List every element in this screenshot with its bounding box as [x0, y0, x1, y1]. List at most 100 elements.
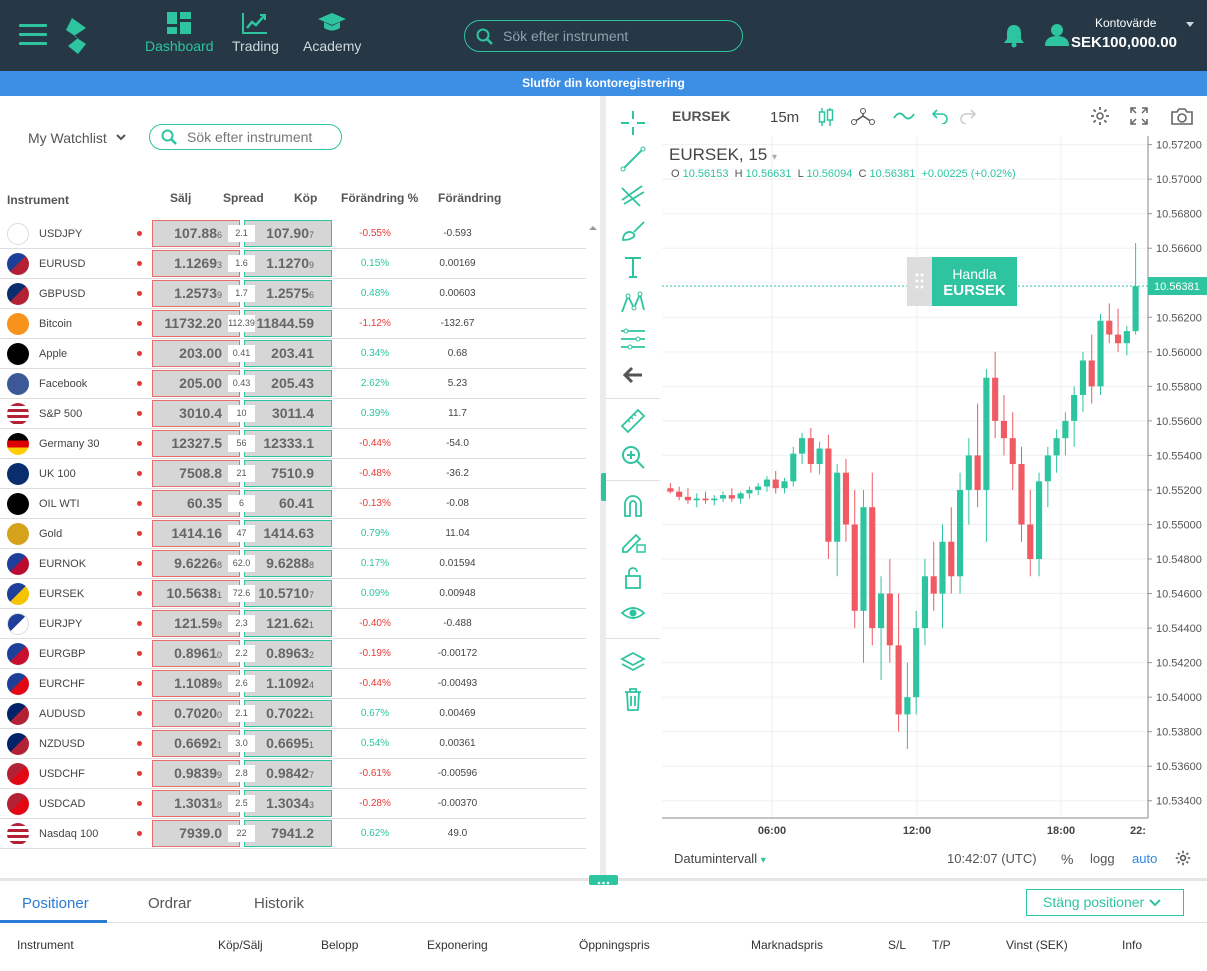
instrument-name[interactable]: UK 100 — [39, 468, 76, 480]
buy-price-button[interactable]: 1.12709 — [244, 250, 332, 277]
registration-banner[interactable]: Slutför din kontoregistrering — [0, 71, 1207, 96]
hamburger-menu-icon[interactable] — [19, 24, 47, 46]
buy-price-button[interactable]: 1414.63 — [244, 520, 332, 547]
instrument-name[interactable]: S&P 500 — [39, 408, 83, 420]
buy-price-button[interactable]: 11844.59 — [244, 310, 332, 337]
watchlist-row[interactable]: EURJPY 121.598 2.3 121.621 -0.40% -0.488 — [0, 609, 586, 639]
buy-price-button[interactable]: 205.43 — [244, 370, 332, 397]
sell-price-button[interactable]: 3010.4 — [152, 400, 240, 427]
instrument-name[interactable]: Apple — [39, 348, 68, 360]
logo[interactable] — [64, 18, 88, 59]
sell-price-button[interactable]: 7508.8 — [152, 460, 240, 487]
watchlist-row[interactable]: EURCHF 1.10898 2.6 1.10924 -0.44% -0.00493 — [0, 669, 586, 699]
col-take-profit[interactable]: T/P — [932, 938, 951, 952]
watchlist-row[interactable]: USDCAD 1.30318 2.5 1.30343 -0.28% -0.00370 — [0, 789, 586, 819]
timeframe-selector[interactable]: 15m — [770, 109, 800, 126]
close-positions-button[interactable]: Stäng positioner — [1026, 889, 1184, 916]
sell-price-button[interactable]: 1.12693 — [152, 250, 240, 277]
chevron-down-icon[interactable]: ▾ — [772, 152, 778, 163]
watchlist-row[interactable]: AUDUSD 0.70200 2.1 0.70221 0.67% 0.00469 — [0, 699, 586, 729]
instrument-name[interactable]: EURSEK — [39, 588, 85, 600]
nav-trading[interactable]: Trading — [232, 12, 279, 54]
instrument-name[interactable]: OIL WTI — [39, 498, 80, 510]
watchlist-row[interactable]: NZDUSD 0.66921 3.0 0.66951 0.54% 0.00361 — [0, 729, 586, 759]
user-avatar-icon[interactable] — [1045, 24, 1069, 51]
col-market-price[interactable]: Marknadspris — [751, 938, 824, 952]
magnet-icon[interactable] — [620, 492, 646, 518]
instrument-name[interactable]: NZDUSD — [39, 738, 85, 750]
scrollbar[interactable] — [586, 219, 600, 940]
scroll-up-icon[interactable] — [586, 223, 600, 233]
watchlist-row[interactable]: OIL WTI 60.35 6 60.41 -0.13% -0.08 — [0, 489, 586, 519]
trash-icon[interactable] — [620, 686, 646, 712]
eye-icon[interactable] — [620, 600, 646, 626]
text-tool-icon[interactable] — [620, 254, 646, 280]
measure-ruler-icon[interactable] — [620, 326, 646, 352]
log-scale-toggle[interactable]: logg — [1090, 851, 1115, 866]
auto-scale-toggle[interactable]: auto — [1132, 851, 1158, 866]
sell-price-button[interactable]: 12327.5 — [152, 430, 240, 457]
col-stop-loss[interactable]: S/L — [888, 938, 907, 952]
buy-price-button[interactable]: 3011.4 — [244, 400, 332, 427]
sell-price-button[interactable]: 10.56381 — [152, 580, 240, 607]
instrument-name[interactable]: AUDUSD — [39, 708, 86, 720]
instrument-name[interactable]: EURGBP — [39, 648, 86, 660]
col-info[interactable]: Info — [1122, 938, 1143, 952]
watchlist-row[interactable]: S&P 500 3010.4 10 3011.4 0.39% 11.7 — [0, 399, 586, 429]
header-sell[interactable]: Sälj — [170, 191, 192, 205]
trend-line-icon[interactable] — [620, 146, 646, 172]
candles-icon[interactable] — [818, 107, 834, 127]
sell-price-button[interactable]: 0.66921 — [152, 730, 240, 757]
buy-price-button[interactable]: 7941.2 — [244, 820, 332, 847]
sell-price-button[interactable]: 1.10898 — [152, 670, 240, 697]
watchlist-row[interactable]: Apple 203.00 0.41 203.41 0.34% 0.68 — [0, 339, 586, 369]
buy-price-button[interactable]: 0.98427 — [244, 760, 332, 787]
chart-symbol[interactable]: EURSEK — [672, 108, 731, 124]
buy-price-button[interactable]: 1.30343 — [244, 790, 332, 817]
instrument-name[interactable]: USDCAD — [39, 798, 86, 810]
pattern-icon[interactable] — [620, 290, 646, 316]
global-search[interactable] — [464, 20, 743, 52]
instrument-name[interactable]: EURUSD — [39, 258, 86, 270]
watchlist-row[interactable]: EURUSD 1.12693 1.6 1.12709 0.15% 0.00169 — [0, 249, 586, 279]
watchlist-search-input[interactable] — [187, 128, 337, 146]
instrument-name[interactable]: Bitcoin — [39, 318, 73, 330]
buy-price-button[interactable]: 121.621 — [244, 610, 332, 637]
utc-clock[interactable]: 10:42:07 (UTC) — [947, 851, 1037, 866]
watchlist-row[interactable]: Facebook 205.00 0.43 205.43 2.62% 5.23 — [0, 369, 586, 399]
buy-price-button[interactable]: 60.41 — [244, 490, 332, 517]
undo-icon[interactable] — [932, 108, 948, 124]
instrument-name[interactable]: EURCHF — [39, 678, 85, 690]
chevron-down-icon[interactable] — [1186, 22, 1194, 27]
buy-price-button[interactable]: 0.89632 — [244, 640, 332, 667]
buy-price-button[interactable]: 7510.9 — [244, 460, 332, 487]
camera-icon[interactable] — [1171, 107, 1193, 125]
buy-price-button[interactable]: 203.41 — [244, 340, 332, 367]
splitter-handle[interactable] — [601, 473, 607, 501]
global-search-input[interactable] — [503, 26, 733, 46]
watchlist-row[interactable]: GBPUSD 1.25739 1.7 1.25756 0.48% 0.00603 — [0, 279, 586, 309]
nav-dashboard[interactable]: Dashboard — [145, 12, 214, 54]
sell-price-button[interactable]: 1.25739 — [152, 280, 240, 307]
sell-price-button[interactable]: 11732.20 — [152, 310, 240, 337]
col-instrument[interactable]: Instrument — [17, 938, 74, 952]
col-exposure[interactable]: Exponering — [427, 938, 488, 952]
unlock-icon[interactable] — [620, 564, 646, 590]
tab-positions[interactable]: Positioner — [22, 895, 89, 912]
watchlist-row[interactable]: UK 100 7508.8 21 7510.9 -0.48% -36.2 — [0, 459, 586, 489]
redo-icon[interactable] — [960, 108, 976, 124]
indicators-icon[interactable] — [851, 108, 875, 126]
brush-icon[interactable] — [620, 218, 646, 244]
watchlist-row[interactable]: Bitcoin 11732.20 112.39 11844.59 -1.12% -132.… — [0, 309, 586, 339]
instrument-name[interactable]: USDJPY — [39, 228, 83, 240]
instrument-name[interactable]: Gold — [39, 528, 63, 540]
sell-price-button[interactable]: 121.598 — [152, 610, 240, 637]
header-change-pct[interactable]: Förändring % — [341, 191, 419, 205]
sell-price-button[interactable]: 60.35 — [152, 490, 240, 517]
lock-drawings-icon[interactable] — [620, 528, 646, 554]
watchlist-row[interactable]: EURGBP 0.89610 2.2 0.89632 -0.19% -0.00172 — [0, 639, 586, 669]
instrument-name[interactable]: GBPUSD — [39, 288, 86, 300]
buy-price-button[interactable]: 0.70221 — [244, 700, 332, 727]
buy-price-button[interactable]: 1.25756 — [244, 280, 332, 307]
buy-price-button[interactable]: 12333.1 — [244, 430, 332, 457]
